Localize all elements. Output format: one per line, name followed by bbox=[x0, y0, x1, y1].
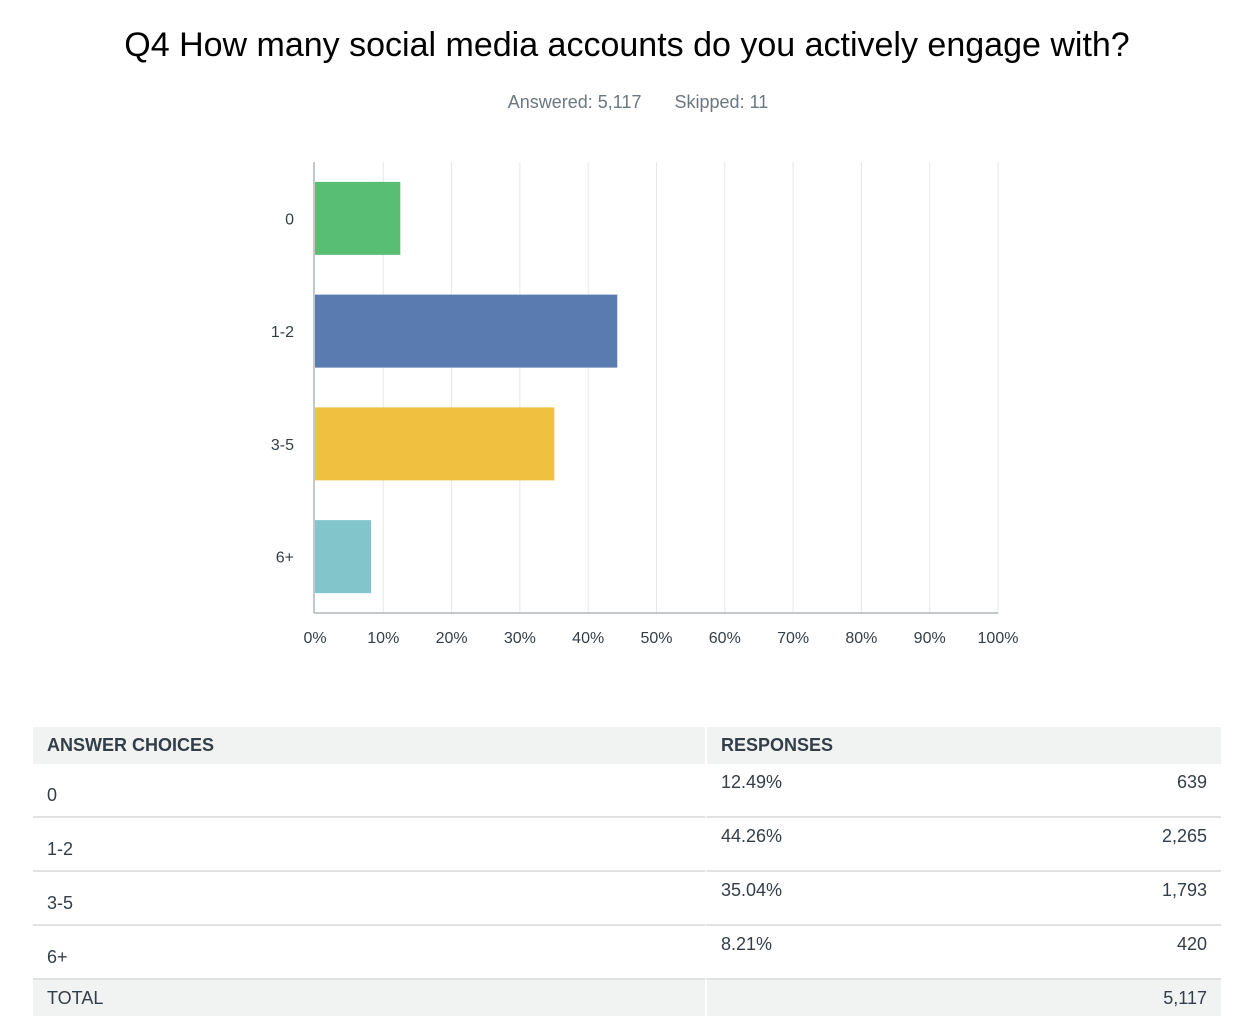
skipped-count: Skipped: 11 bbox=[674, 92, 769, 112]
total-row: TOTAL 5,117 bbox=[33, 980, 1221, 1016]
answered-count: Answered: 5,117 bbox=[507, 92, 642, 112]
table-row: 0 12.49% 639 bbox=[33, 764, 1221, 818]
row-choice: 3-5 bbox=[33, 872, 705, 926]
y-category-label: 6+ bbox=[276, 550, 294, 567]
row-percent: 8.21% bbox=[705, 926, 992, 980]
bar bbox=[315, 181, 401, 255]
y-category-label: 3-5 bbox=[271, 437, 294, 454]
responses-table: ANSWER CHOICES RESPONSES 0 12.49% 639 1-… bbox=[33, 727, 1221, 1016]
x-tick-label: 60% bbox=[709, 630, 741, 647]
responses-header: RESPONSES bbox=[705, 727, 1221, 764]
bar bbox=[315, 520, 372, 594]
table-row: 6+ 8.21% 420 bbox=[33, 926, 1221, 980]
response-stats: Answered: 5,117 Skipped: 11 bbox=[0, 92, 1254, 113]
total-count: 5,117 bbox=[991, 980, 1221, 1016]
x-tick-label: 10% bbox=[367, 630, 399, 647]
chart-axes bbox=[313, 162, 998, 614]
row-count: 1,793 bbox=[991, 872, 1221, 926]
row-choice: 1-2 bbox=[33, 818, 705, 872]
table-row: 3-5 35.04% 1,793 bbox=[33, 872, 1221, 926]
table-header-row: ANSWER CHOICES RESPONSES bbox=[33, 727, 1221, 764]
x-axis-ticks: 0% 10% 20% 30% 40% 50% 60% 70% 80% 90% 100% bbox=[303, 630, 1018, 647]
row-percent: 44.26% bbox=[705, 818, 992, 872]
table-row: 1-2 44.26% 2,265 bbox=[33, 818, 1221, 872]
bar-chart: 0% 10% 20% 30% 40% 50% 60% 70% 80% 90% 100% 0 1-2 3-… bbox=[271, 162, 1018, 647]
total-percent bbox=[705, 980, 992, 1016]
x-tick-label: 20% bbox=[436, 630, 468, 647]
y-category-label: 0 bbox=[285, 211, 294, 228]
chart-bars bbox=[315, 181, 618, 594]
x-tick-label: 40% bbox=[572, 630, 604, 647]
x-tick-label: 80% bbox=[845, 630, 877, 647]
bar bbox=[315, 294, 618, 368]
row-choice: 0 bbox=[33, 764, 705, 818]
row-choice: 6+ bbox=[33, 926, 705, 980]
x-tick-label: 100% bbox=[978, 630, 1019, 647]
x-tick-label: 70% bbox=[777, 630, 809, 647]
question-title: Q4 How many social media accounts do you… bbox=[124, 26, 1130, 64]
x-tick-label: 30% bbox=[504, 630, 536, 647]
x-tick-label: 50% bbox=[640, 630, 672, 647]
row-percent: 35.04% bbox=[705, 872, 992, 926]
x-tick-label: 0% bbox=[303, 630, 326, 647]
y-category-label: 1-2 bbox=[271, 324, 294, 341]
row-count: 2,265 bbox=[991, 818, 1221, 872]
chart-gridlines bbox=[382, 162, 999, 613]
y-axis-categories: 0 1-2 3-5 6+ bbox=[271, 211, 294, 566]
row-count: 639 bbox=[991, 764, 1221, 818]
answer-choices-header: ANSWER CHOICES bbox=[33, 727, 705, 764]
x-tick-label: 90% bbox=[914, 630, 946, 647]
row-percent: 12.49% bbox=[705, 764, 992, 818]
row-count: 420 bbox=[991, 926, 1221, 980]
bar bbox=[315, 407, 555, 481]
total-label: TOTAL bbox=[33, 980, 705, 1016]
